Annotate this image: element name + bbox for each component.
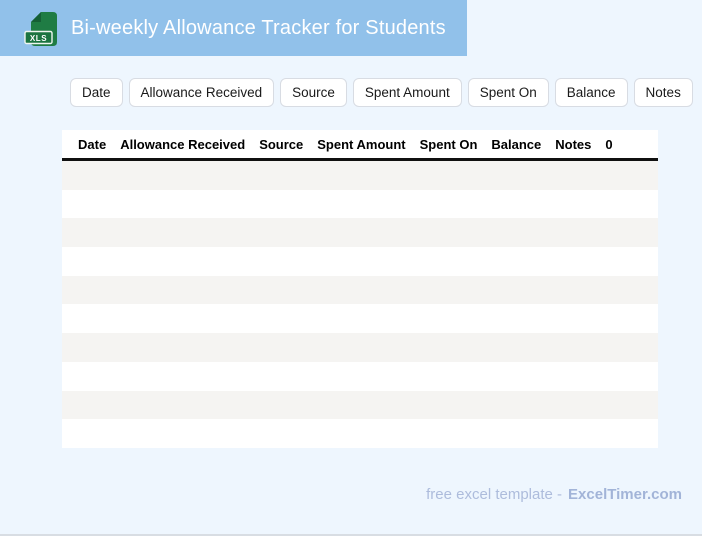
col-header-date: Date [78,136,107,152]
table-row [62,189,658,219]
chip-date[interactable]: Date [70,78,123,107]
col-header-spent-on: Spent On [419,136,478,152]
table-row [62,218,658,248]
xls-icon-label: XLS [30,33,47,42]
table-row [62,275,658,305]
col-header-notes: Notes [555,136,592,152]
col-header-spent-amount: Spent Amount [317,136,406,152]
chip-spent-on[interactable]: Spent On [467,78,549,107]
chip-allowance-received[interactable]: Allowance Received [128,78,275,107]
table-row [62,419,658,448]
table-header-row: Date Allowance Received Source Spent Amo… [62,130,658,158]
chip-source[interactable]: Source [280,78,347,107]
header-bar: XLS Bi-weekly Allowance Tracker for Stud… [0,0,467,56]
chip-balance[interactable]: Balance [554,78,628,107]
header-divider [62,158,658,161]
chip-notes[interactable]: Notes [633,78,693,107]
chip-spent-amount[interactable]: Spent Amount [352,78,462,107]
table-row [62,304,658,334]
table-row [62,333,658,362]
xls-file-icon: XLS [24,11,57,46]
col-header-zero: 0 [605,136,613,152]
allowance-table: Date Allowance Received Source Spent Amo… [62,130,658,448]
table-row [62,361,658,391]
footer-text: free excel template - [426,486,563,503]
page-title: Bi-weekly Allowance Tracker for Students [71,16,446,39]
col-header-allowance-received: Allowance Received [120,136,246,152]
table-row [62,161,658,190]
col-header-balance: Balance [491,136,542,152]
footer-credit: free excel template - ExcelTimer.com [426,486,682,503]
table-row [62,247,658,276]
footer-brand-link[interactable]: ExcelTimer.com [568,486,682,503]
column-chips-row: Date Allowance Received Source Spent Amo… [70,78,693,107]
table-body [62,161,658,448]
col-header-source: Source [259,136,304,152]
table-row [62,390,658,420]
